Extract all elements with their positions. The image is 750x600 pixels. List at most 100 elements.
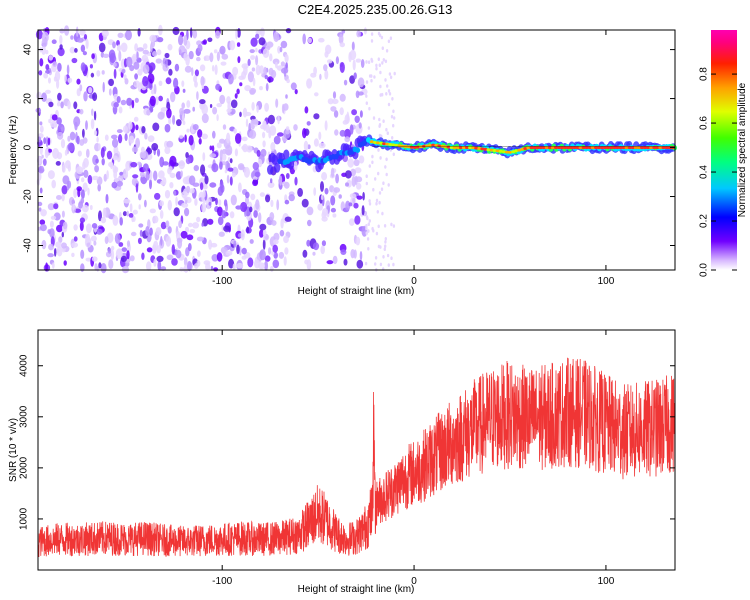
noise-blob [219,94,226,105]
noise-blob [204,175,209,185]
noise-blob [388,92,392,96]
noise-blob [252,162,259,171]
noise-blob [168,118,172,125]
ridge-core [461,146,466,150]
noise-blob [56,101,61,107]
noise-blob [260,27,265,37]
noise-blob [170,91,176,103]
noise-blob [141,146,145,153]
spectrogram-x-axis-title: Height of straight line (km) [298,286,415,297]
noise-blob [123,168,129,180]
ridge-core [425,144,430,148]
noise-blob [47,229,52,235]
noise-blob [238,75,245,81]
noise-blob [211,253,219,262]
noise-blob [131,146,139,153]
noise-blob [111,181,118,189]
noise-blob [379,70,382,75]
noise-blob [225,250,233,256]
noise-blob [306,78,313,89]
noise-blob [273,31,280,43]
noise-blob [353,159,360,167]
noise-blob [384,244,387,248]
ridge-core [661,146,666,150]
noise-blob [45,262,48,272]
noise-blob [382,254,385,259]
noise-blob [93,240,97,246]
noise-blob [360,59,365,68]
x-tick-label: -100 [212,276,232,287]
noise-blob [79,221,84,232]
noise-blob [129,203,133,213]
noise-blob [368,106,371,111]
noise-blob [201,104,208,115]
noise-blob [209,145,213,151]
noise-blob [258,212,262,223]
noise-blob [285,61,288,70]
noise-blob [116,180,124,187]
noise-blob [218,199,222,206]
noise-blob [135,137,141,149]
noise-blob [219,138,225,144]
noise-blob [205,262,211,271]
noise-blob [47,203,55,211]
noise-blob [384,78,387,82]
noise-blob [141,252,145,260]
noise-blob [150,42,153,53]
noise-blob [51,179,56,189]
noise-blob [150,89,155,95]
noise-blob [354,215,361,225]
noise-blob [365,60,368,64]
noise-blob [83,91,88,102]
noise-blob [181,202,189,208]
noise-blob [152,51,158,57]
noise-blob [41,45,46,55]
noise-blob [388,72,392,76]
noise-blob [39,224,47,232]
noise-blob [367,229,370,233]
noise-blob [209,104,213,108]
noise-blob [302,128,307,139]
colorbar-gradient [711,30,737,270]
noise-blob [126,250,130,260]
noise-blob [94,263,98,271]
noise-blob [86,148,90,158]
noise-blob [365,174,368,178]
noise-blob [390,256,393,261]
noise-blob [198,138,202,145]
noise-blob [351,109,357,116]
noise-blob [89,64,93,69]
ridge-core [633,146,638,150]
noise-blob [166,108,172,119]
noise-blob [147,135,155,143]
ridge-core [431,143,436,147]
noise-blob [197,44,203,53]
noise-blob [175,249,182,259]
noise-blob [39,58,44,67]
noise-blob [50,215,57,220]
ridge-core [636,146,641,150]
noise-blob [67,100,71,110]
noise-blob [38,70,43,76]
noise-blob [242,107,248,118]
noise-blob [321,216,328,222]
noise-blob [76,186,82,192]
noise-blob [327,98,334,105]
noise-blob [280,40,288,49]
noise-blob [379,245,382,249]
noise-blob [91,223,98,229]
noise-blob [270,199,274,208]
noise-blob [157,260,162,271]
figure-title: C2E4.2025.235.00.26.G13 [298,2,453,17]
noise-blob [112,41,116,49]
noise-blob [67,142,75,152]
noise-blob [76,37,84,43]
noise-blob [113,68,117,79]
noise-blob [380,35,384,40]
noise-blob [114,233,121,245]
noise-blob [335,56,339,65]
noise-blob [190,27,193,38]
noise-blob [313,66,317,75]
x-tick-label: -100 [212,576,232,587]
snr-frame [37,329,676,571]
